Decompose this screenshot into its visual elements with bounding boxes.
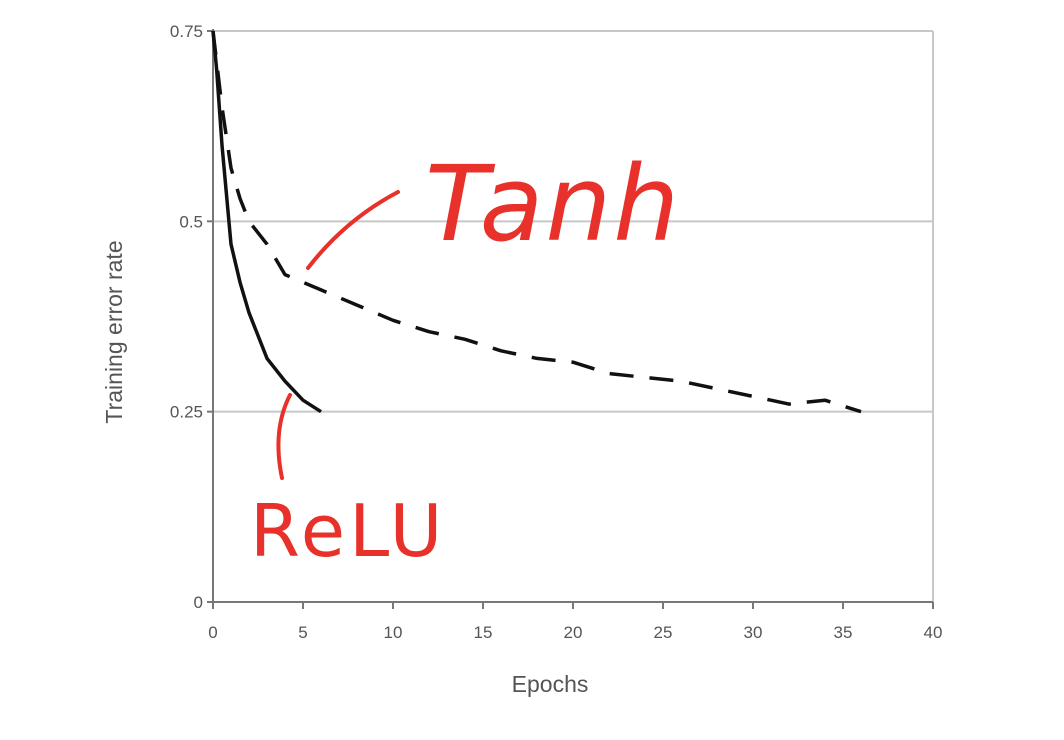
chart-background — [95, 15, 955, 705]
x-tick-label: 25 — [654, 623, 673, 642]
tanh-pointer — [306, 190, 400, 270]
x-tick-label: 40 — [924, 623, 943, 642]
x-tick-label: 35 — [834, 623, 853, 642]
series-line-tanh — [211, 30, 862, 414]
x-tick-label: 0 — [208, 623, 217, 642]
series-lines — [211, 30, 862, 414]
series-line-relu — [211, 30, 322, 414]
y-axis-title: Training error rate — [101, 240, 127, 423]
x-axis-title: Epochs — [512, 671, 589, 697]
relu-annotation-label: ReLU — [250, 489, 446, 573]
axes: 0 0.25 0.5 0.75 0 5 10 15 20 25 30 35 40 — [170, 22, 943, 642]
grid-lines — [213, 30, 933, 413]
x-tick-label: 5 — [298, 623, 307, 642]
y-tick-label: 0 — [194, 593, 203, 612]
x-tick-label: 30 — [744, 623, 763, 642]
x-tick-label: 20 — [564, 623, 583, 642]
annotations: Tanh ReLU — [250, 143, 681, 573]
x-tick-label: 10 — [384, 623, 403, 642]
relu-pointer — [276, 393, 292, 480]
x-tick-label: 15 — [474, 623, 493, 642]
y-tick-label: 0.5 — [179, 212, 203, 231]
y-tick-label: 0.25 — [170, 403, 203, 422]
y-tick-label: 0.75 — [170, 22, 203, 41]
tanh-annotation-label: Tanh — [425, 143, 681, 265]
